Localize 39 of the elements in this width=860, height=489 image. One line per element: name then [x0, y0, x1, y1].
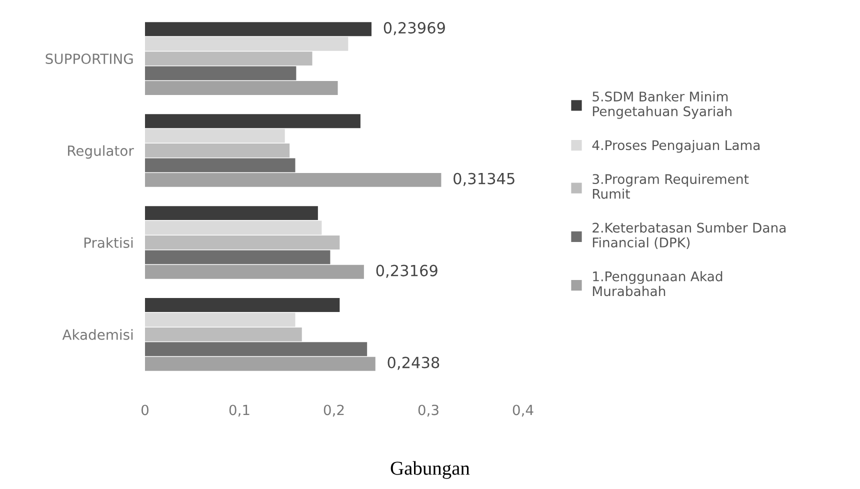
- y-tick-label: SUPPORTING: [46, 54, 133, 64]
- bar: [145, 52, 312, 66]
- bar: [145, 81, 338, 95]
- y-tick-label: Praktisi: [84, 237, 133, 248]
- bar: [145, 327, 302, 342]
- bar: [145, 114, 360, 128]
- bar: [145, 128, 285, 143]
- legend-label: 5.SDM Banker Minim Pengetahuan Syariah: [592, 91, 732, 119]
- bar: [145, 298, 340, 312]
- text: Gabungan: [390, 461, 470, 479]
- legend-label: 4.Proses Pengajuan Lama: [592, 140, 760, 153]
- legend-label: 1.Penggunaan Akad Murabahah: [592, 271, 722, 296]
- y-tick-label: Akademisi: [62, 329, 133, 340]
- bar: [145, 36, 348, 51]
- bar: [145, 250, 330, 264]
- bar: [145, 235, 340, 250]
- data-label: 0,23169: [376, 264, 438, 278]
- x-tick-label: 0,3: [418, 404, 438, 417]
- data-label: 0,31345: [454, 172, 514, 186]
- bar: [145, 66, 296, 80]
- bar: [145, 312, 296, 327]
- legend-label: 3.Program Requirement Rumit: [592, 174, 749, 199]
- bar: [145, 158, 296, 172]
- bar: [145, 144, 290, 158]
- bar: [145, 356, 376, 371]
- bar: [145, 206, 318, 220]
- x-tick-label: 0,4: [512, 404, 534, 417]
- x-tick-label: 0,2: [324, 404, 344, 417]
- bar: [145, 172, 442, 187]
- bar: [145, 220, 322, 235]
- data-label: 0,23969: [384, 22, 445, 36]
- x-tick-label: 0,1: [229, 404, 250, 417]
- data-label: 0,2438: [388, 356, 440, 370]
- y-tick-label: Regulator: [68, 145, 134, 159]
- legend-label: 2.Keterbatasan Sumber Dana Financial (DPK): [592, 222, 786, 250]
- bar: [145, 264, 364, 279]
- bar: [145, 342, 368, 356]
- x-tick-label: 0: [141, 404, 148, 416]
- bar: [145, 22, 372, 36]
